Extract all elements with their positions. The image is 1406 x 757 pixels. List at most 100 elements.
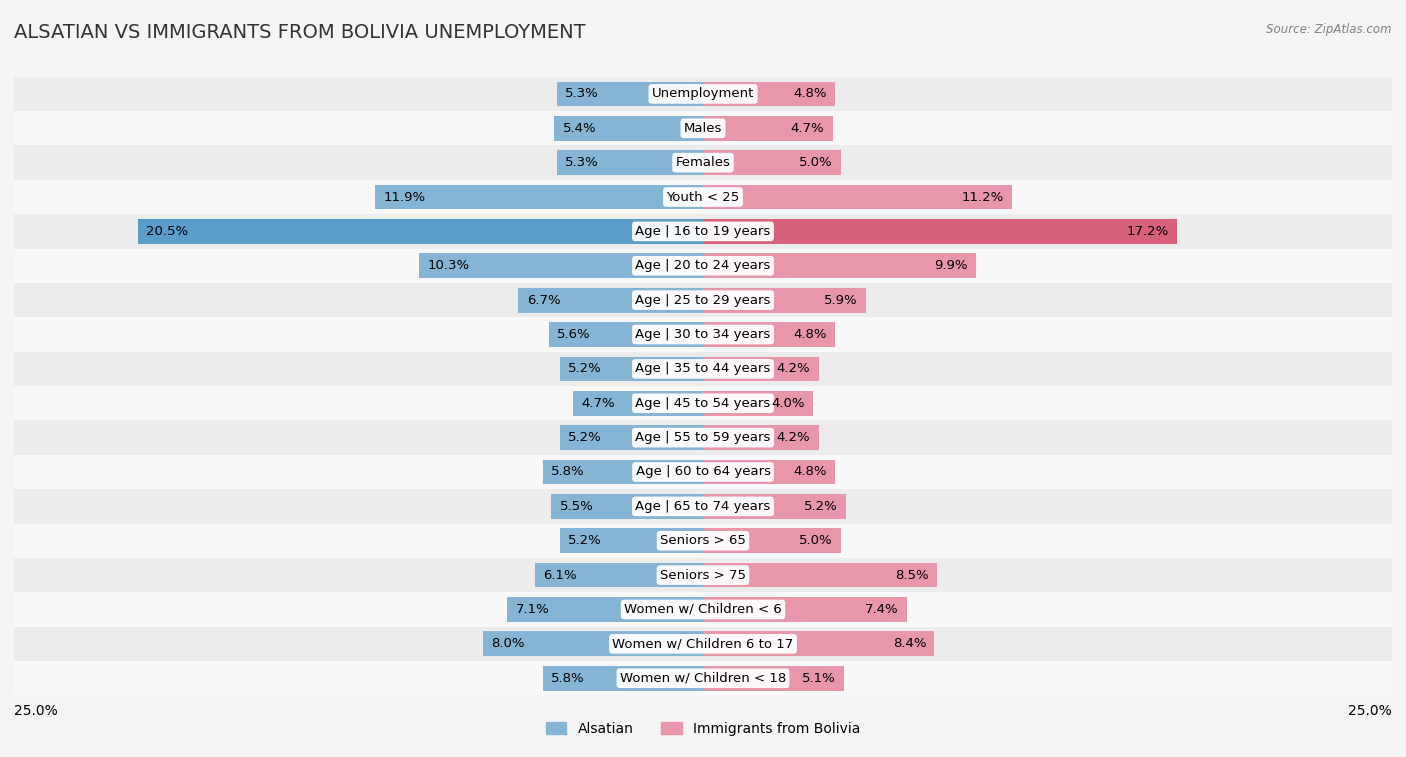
Text: Females: Females — [675, 156, 731, 169]
Text: 5.4%: 5.4% — [562, 122, 596, 135]
Text: 20.5%: 20.5% — [146, 225, 188, 238]
Bar — [14, 111, 1392, 145]
Text: 17.2%: 17.2% — [1126, 225, 1168, 238]
Text: 5.2%: 5.2% — [568, 363, 602, 375]
Bar — [14, 592, 1392, 627]
Text: 4.8%: 4.8% — [793, 328, 827, 341]
Text: Age | 35 to 44 years: Age | 35 to 44 years — [636, 363, 770, 375]
Bar — [703, 357, 818, 382]
Bar — [560, 528, 703, 553]
Bar — [14, 420, 1392, 455]
Bar — [703, 322, 835, 347]
Text: Unemployment: Unemployment — [652, 87, 754, 101]
Text: 7.4%: 7.4% — [865, 603, 898, 616]
Legend: Alsatian, Immigrants from Bolivia: Alsatian, Immigrants from Bolivia — [540, 716, 866, 742]
Text: Age | 20 to 24 years: Age | 20 to 24 years — [636, 259, 770, 273]
Text: 8.5%: 8.5% — [896, 569, 929, 581]
Bar — [703, 254, 976, 278]
Text: 11.2%: 11.2% — [962, 191, 1004, 204]
Bar — [14, 558, 1392, 592]
Bar — [14, 386, 1392, 420]
Text: 5.2%: 5.2% — [804, 500, 838, 513]
Bar — [703, 459, 835, 484]
Bar — [703, 288, 866, 313]
Text: 8.4%: 8.4% — [893, 637, 927, 650]
Text: 6.1%: 6.1% — [543, 569, 576, 581]
Text: 5.0%: 5.0% — [799, 156, 832, 169]
Text: Seniors > 75: Seniors > 75 — [659, 569, 747, 581]
Bar — [703, 425, 818, 450]
Bar — [703, 151, 841, 175]
Bar — [703, 391, 813, 416]
Text: Age | 60 to 64 years: Age | 60 to 64 years — [636, 466, 770, 478]
Bar — [703, 185, 1012, 210]
Text: Age | 25 to 29 years: Age | 25 to 29 years — [636, 294, 770, 307]
Bar — [14, 76, 1392, 111]
Text: Source: ZipAtlas.com: Source: ZipAtlas.com — [1267, 23, 1392, 36]
Bar — [703, 562, 938, 587]
Bar — [703, 631, 935, 656]
Text: Age | 45 to 54 years: Age | 45 to 54 years — [636, 397, 770, 410]
Text: 5.6%: 5.6% — [557, 328, 591, 341]
Text: Seniors > 65: Seniors > 65 — [659, 534, 747, 547]
Bar — [703, 494, 846, 519]
Bar — [551, 494, 703, 519]
Bar — [543, 666, 703, 690]
Bar — [543, 459, 703, 484]
Bar — [14, 317, 1392, 352]
Text: 10.3%: 10.3% — [427, 259, 470, 273]
Text: Women w/ Children 6 to 17: Women w/ Children 6 to 17 — [613, 637, 793, 650]
Text: Youth < 25: Youth < 25 — [666, 191, 740, 204]
Text: 5.8%: 5.8% — [551, 671, 585, 685]
Text: Age | 30 to 34 years: Age | 30 to 34 years — [636, 328, 770, 341]
Bar — [14, 489, 1392, 524]
Bar — [375, 185, 703, 210]
Bar — [508, 597, 703, 621]
Bar — [703, 82, 835, 106]
Text: 5.5%: 5.5% — [560, 500, 593, 513]
Text: 5.9%: 5.9% — [824, 294, 858, 307]
Text: 4.0%: 4.0% — [772, 397, 806, 410]
Text: 4.8%: 4.8% — [793, 466, 827, 478]
Text: Males: Males — [683, 122, 723, 135]
Text: 7.1%: 7.1% — [516, 603, 550, 616]
Bar — [560, 357, 703, 382]
Text: 5.2%: 5.2% — [568, 431, 602, 444]
Bar — [14, 214, 1392, 248]
Text: Age | 16 to 19 years: Age | 16 to 19 years — [636, 225, 770, 238]
Bar — [14, 455, 1392, 489]
Text: 8.0%: 8.0% — [491, 637, 524, 650]
Bar — [534, 562, 703, 587]
Text: 9.9%: 9.9% — [934, 259, 967, 273]
Bar — [557, 151, 703, 175]
Bar — [703, 116, 832, 141]
Bar — [548, 322, 703, 347]
Bar — [14, 661, 1392, 696]
Bar — [574, 391, 703, 416]
Bar — [560, 425, 703, 450]
Bar — [14, 145, 1392, 180]
Text: Women w/ Children < 18: Women w/ Children < 18 — [620, 671, 786, 685]
Text: 11.9%: 11.9% — [384, 191, 426, 204]
Text: 4.2%: 4.2% — [778, 363, 810, 375]
Text: 5.8%: 5.8% — [551, 466, 585, 478]
Text: Age | 55 to 59 years: Age | 55 to 59 years — [636, 431, 770, 444]
Bar — [14, 180, 1392, 214]
Bar — [419, 254, 703, 278]
Bar — [14, 248, 1392, 283]
Bar — [557, 82, 703, 106]
Bar — [519, 288, 703, 313]
Bar — [703, 219, 1177, 244]
Bar — [554, 116, 703, 141]
Bar — [14, 627, 1392, 661]
Bar — [14, 524, 1392, 558]
Text: 4.7%: 4.7% — [582, 397, 616, 410]
Bar — [703, 597, 907, 621]
Bar — [138, 219, 703, 244]
Bar — [14, 352, 1392, 386]
Bar — [703, 666, 844, 690]
Text: 5.3%: 5.3% — [565, 87, 599, 101]
Text: ALSATIAN VS IMMIGRANTS FROM BOLIVIA UNEMPLOYMENT: ALSATIAN VS IMMIGRANTS FROM BOLIVIA UNEM… — [14, 23, 586, 42]
Text: 5.1%: 5.1% — [801, 671, 835, 685]
Text: Women w/ Children < 6: Women w/ Children < 6 — [624, 603, 782, 616]
